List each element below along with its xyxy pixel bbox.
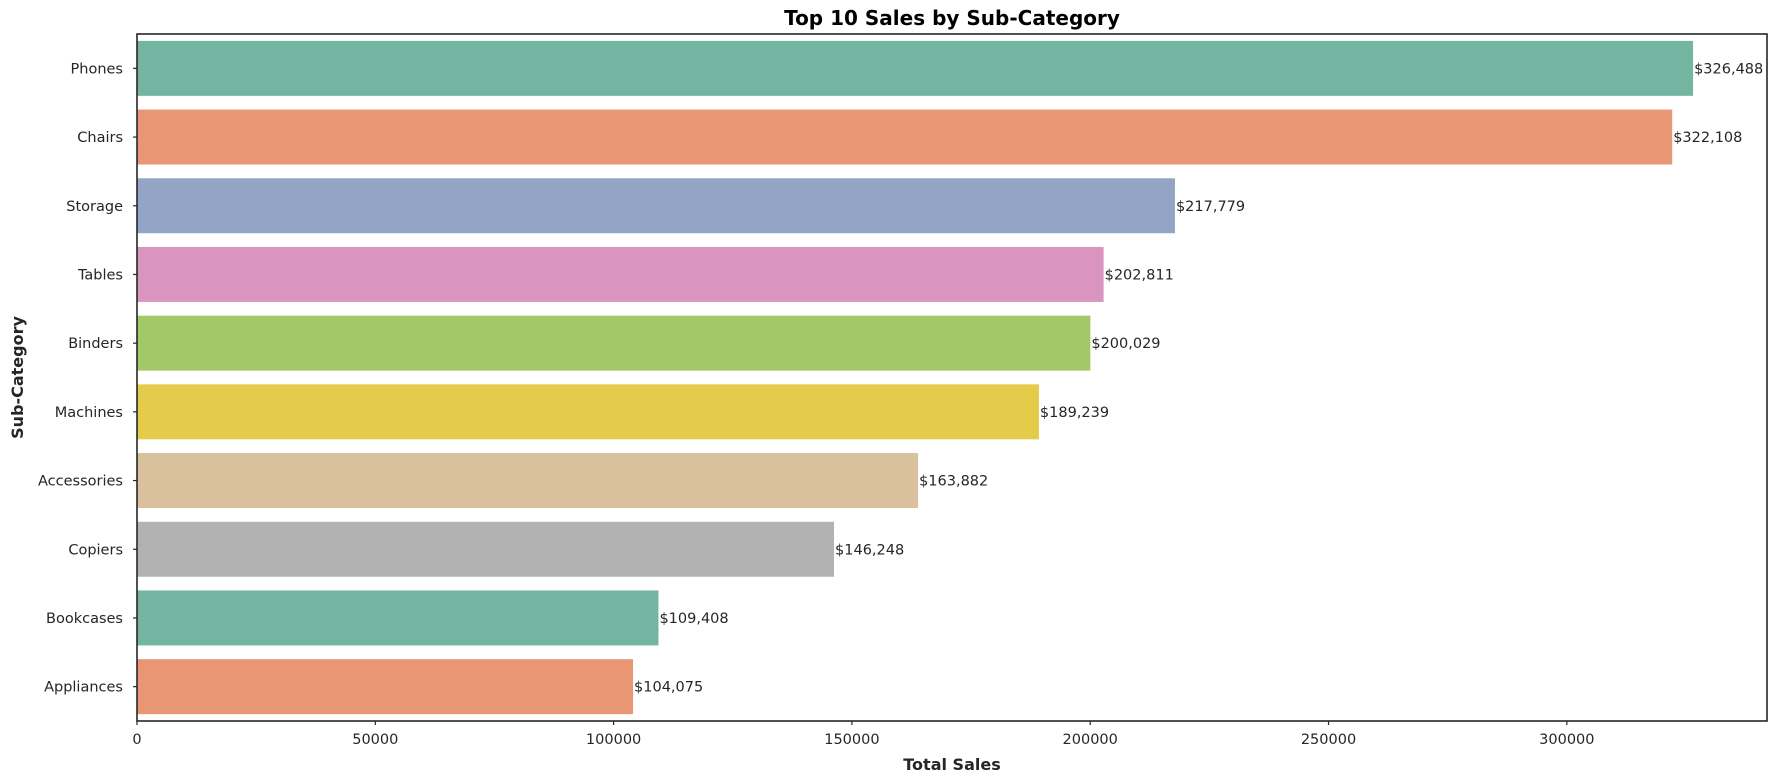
bar-accessories [137, 453, 919, 509]
bar-phones [137, 40, 1694, 96]
value-label: $322,108 [1673, 130, 1742, 146]
y-tick-label: Chairs [77, 130, 123, 146]
y-tick-label: Storage [66, 199, 123, 215]
x-tick-label: 250000 [1301, 732, 1356, 748]
x-axis-label: Total Sales [903, 755, 1000, 774]
value-label: $163,882 [919, 474, 988, 490]
bar-machines [137, 384, 1039, 440]
chart-title: Top 10 Sales by Sub-Category [784, 6, 1120, 30]
value-labels: $326,488 $322,108 $217,779 $202,811 $200,029… [634, 61, 1763, 695]
y-tick-label: Copiers [68, 542, 123, 558]
y-tick-label: Accessories [38, 474, 123, 490]
bar-copiers [137, 521, 835, 577]
y-tick-label: Phones [71, 61, 123, 77]
x-tick-label: 200000 [1063, 732, 1118, 748]
value-label: $146,248 [835, 542, 904, 558]
x-tick-label: 0 [132, 732, 141, 748]
y-tick-labels: Phones Chairs Storage Tables Binders Machines… [38, 61, 137, 696]
bars-group [137, 40, 1694, 715]
value-label: $189,239 [1040, 405, 1109, 421]
y-tick-label: Appliances [44, 680, 123, 696]
y-tick-label: Tables [77, 267, 123, 283]
bar-binders [137, 315, 1091, 371]
bar-bookcases [137, 590, 659, 646]
y-axis-label: Sub-Category [8, 316, 27, 439]
bar-chairs [137, 109, 1673, 165]
x-tick-label: 100000 [586, 732, 641, 748]
y-tick-label: Machines [55, 405, 123, 421]
value-label: $200,029 [1091, 336, 1160, 352]
x-tick-label: 300000 [1539, 732, 1594, 748]
bar-tables [137, 246, 1104, 302]
bar-appliances [137, 659, 634, 715]
value-label: $326,488 [1694, 61, 1763, 77]
x-tick-label: 50000 [352, 732, 398, 748]
y-tick-label: Bookcases [46, 611, 123, 627]
value-label: $109,408 [659, 611, 728, 627]
value-label: $202,811 [1105, 267, 1174, 283]
plot-frame [136, 33, 1768, 722]
bar-storage [137, 178, 1175, 234]
value-label: $217,779 [1176, 199, 1245, 215]
value-label: $104,075 [634, 680, 703, 696]
x-tick-label: 150000 [824, 732, 879, 748]
x-tick-labels: 0 50000 100000 150000 200000 250000 300000 [132, 721, 1595, 748]
y-tick-label: Binders [68, 336, 123, 352]
